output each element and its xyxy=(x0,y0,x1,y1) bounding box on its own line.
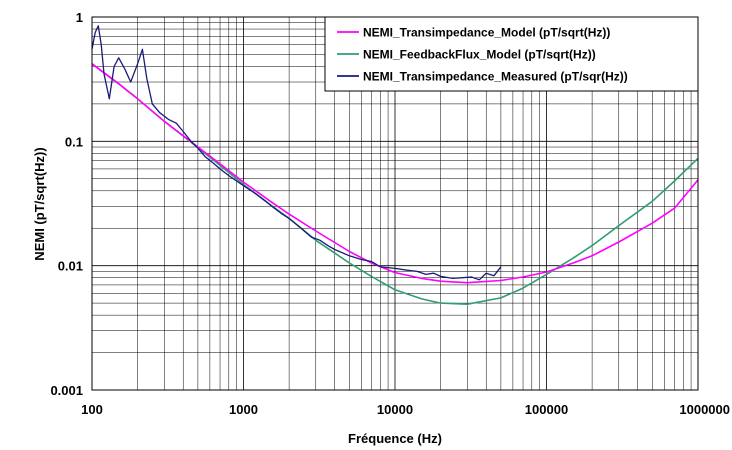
x-tick-labels: 100 1000 10000 100000 1000000 xyxy=(81,402,730,417)
legend-label: NEMI_Transimpedance_Model (pT/sqrt(Hz)) xyxy=(363,26,610,40)
grid xyxy=(91,17,698,391)
x-axis-title: Fréquence (Hz) xyxy=(348,431,442,446)
legend-box xyxy=(324,16,699,92)
legend-label: NEMI_Transimpedance_Measured (pT/sqr(Hz)… xyxy=(363,70,628,84)
y-tick-label: 1 xyxy=(76,10,83,25)
y-axis-title: NEMI (pT/sqrt(Hz)) xyxy=(32,147,47,260)
x-tick-label: 100000 xyxy=(525,402,568,417)
series-line-3 xyxy=(91,25,502,281)
x-tick-label: 1000000 xyxy=(679,402,730,417)
y-tick-labels: 0.001 0.01 0.1 1 xyxy=(50,10,83,398)
y-tick-label: 0.01 xyxy=(58,259,83,274)
y-tick-label: 0.001 xyxy=(50,383,83,398)
x-tick-label: 100 xyxy=(81,402,103,417)
legend: NEMI_Transimpedance_Model (pT/sqrt(Hz)) N… xyxy=(324,16,699,92)
x-tick-label: 10000 xyxy=(377,402,413,417)
y-tick-label: 0.1 xyxy=(65,134,83,149)
series-line-1 xyxy=(91,63,699,284)
legend-label: NEMI_FeedbackFlux_Model (pT/sqrt(Hz)) xyxy=(363,48,596,62)
x-tick-label: 1000 xyxy=(229,402,258,417)
legend-items: NEMI_Transimpedance_Model (pT/sqrt(Hz)) N… xyxy=(337,26,628,84)
series-lines xyxy=(91,25,699,306)
